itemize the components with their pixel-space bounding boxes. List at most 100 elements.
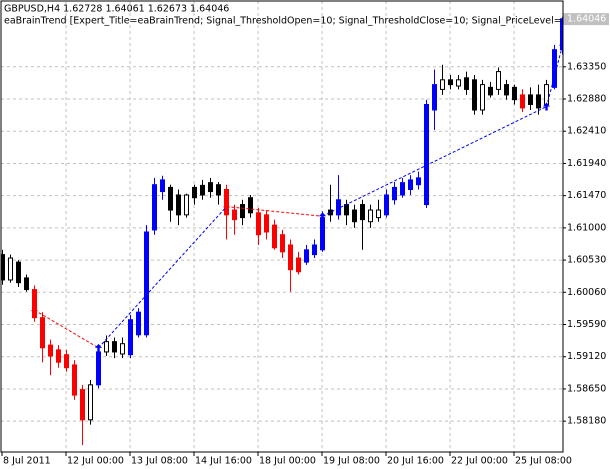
candle-body [440,79,445,90]
candle-body [120,343,125,355]
candle-body [400,182,405,196]
x-tick-label: 18 Jul 00:00 [259,456,316,467]
candle-body [200,184,205,196]
grid [1,1,563,452]
candle-body [312,244,317,256]
candle-body [408,179,413,190]
y-tick-label: 1.62880 [567,94,606,105]
y-tick-label: 1.59120 [567,351,606,362]
candle-body [216,184,221,196]
candle-body [528,94,533,105]
candle-body [48,344,53,357]
y-tick-label: 1.61470 [567,190,606,201]
candle-body [40,317,45,349]
candle-body [176,194,181,216]
y-tick-label: 1.63350 [567,61,606,72]
x-tick-label: 20 Jul 16:00 [387,456,444,467]
signal-line [546,45,563,107]
plot [1,16,563,446]
candle-body [320,217,325,251]
signal-arrow [223,202,230,211]
y-tick-label: 1.58180 [567,416,606,427]
candle-body [280,234,285,253]
signal-arrow [31,306,38,315]
y-tick-label: 1.60530 [567,255,606,266]
x-tick-label: 12 Jul 00:00 [67,456,124,467]
candle-body [272,224,277,249]
y-tick-label: 1.61940 [567,158,606,169]
candle-body [224,188,229,216]
signal-arrow [543,102,550,111]
candle-body [240,204,245,219]
candle-body [472,79,477,111]
signal-arrow [559,41,563,50]
candle-body [56,349,61,363]
header: GBPUSD,H4 1.62728 1.64061 1.62673 1.6404… [4,4,610,27]
chart-title: GBPUSD,H4 1.62728 1.64061 1.62673 1.6404… [4,4,229,15]
candle-body [416,177,421,186]
signal-line [322,106,547,217]
candle-body [256,212,261,236]
axes: 1.58180 1.58650 1.59120 1.59590 1.60060 1.605… [1,13,609,467]
candle-body [160,179,165,193]
candle-body [448,79,453,86]
x-tick-label: 13 Jul 08:00 [131,456,188,467]
candle-body [88,384,93,421]
candle-body [456,79,461,87]
candle-body [496,71,501,90]
candle-body [32,289,37,319]
candle-body [128,319,133,356]
y-tick-label: 1.62410 [567,126,606,137]
x-tick-label: 19 Jul 08:00 [323,456,380,467]
candle-body [152,184,157,231]
y-tick-label: 1.58650 [567,383,606,394]
candle-body [464,77,469,90]
x-tick-label: 22 Jul 00:00 [451,456,508,467]
candle-body [392,186,397,201]
candle-body [8,257,13,281]
y-tick-label: 1.61000 [567,222,606,233]
plot-frame [0,0,564,453]
candle-body [232,209,237,221]
candle-body [184,194,189,216]
candle-body [384,194,389,216]
signal-line [34,309,99,349]
candle-body [360,204,365,221]
current-price-label: 1.64046 [567,14,606,25]
candle-body [104,341,109,353]
candle-body [192,186,197,199]
chart-subtitle: eaBrainTrend [Expert_Title=eaBrainTrend;… [4,16,610,27]
candle-body [16,261,21,284]
candle-body [344,204,349,216]
candle-body [64,354,69,369]
candle-body [112,341,117,353]
candle-body [136,311,141,336]
candle-body [296,257,301,273]
signal-line [98,206,227,349]
candle-body [432,84,437,111]
candle-body [288,244,293,271]
candle-body [504,84,509,96]
candle-body [248,197,253,214]
candle-body [264,214,269,233]
candle-body [488,86,493,96]
candle-body [80,389,85,421]
x-tick-label: 14 Jul 16:00 [195,456,252,467]
candle-body [512,86,517,101]
x-tick-label: 25 Jul 08:00 [515,456,572,467]
candle-body [72,364,77,396]
candle-body [552,49,557,88]
signal-arrow [95,343,102,352]
current-price-box [563,13,609,26]
candle-body [96,351,101,386]
x-tick-label: 8 Jul 2011 [3,456,51,467]
candle-body [328,209,333,216]
candle-body [24,277,29,291]
candle-body [376,209,381,219]
candle-body [424,103,429,206]
candle-body [536,94,541,109]
signal-arrow [319,212,326,221]
